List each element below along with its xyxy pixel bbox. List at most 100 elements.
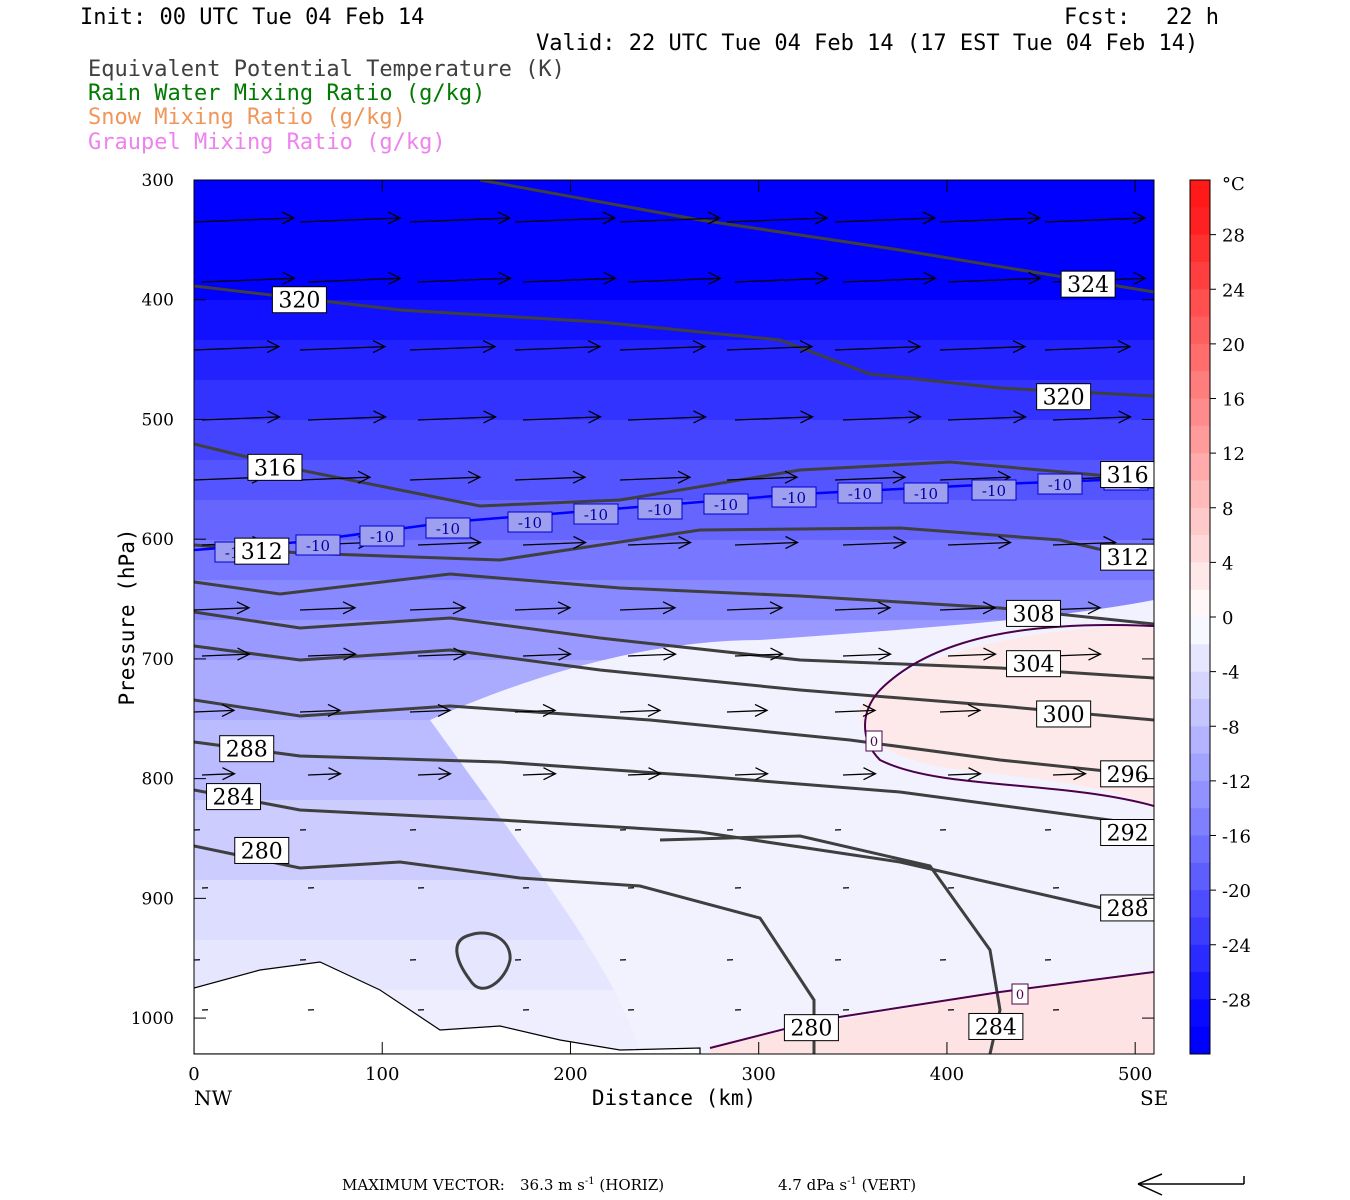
temp-label: -10 [714,496,738,514]
colorbar-tick-label: 20 [1222,335,1245,356]
colorbar-segment [1190,535,1210,563]
wind-vector [619,217,721,223]
colorbar-segment [1190,180,1210,208]
y-axis-label: Pressure (hPa) [115,528,139,705]
wind-vector [734,541,798,546]
wind-vector [201,416,280,421]
wind-vector-head [708,271,722,285]
theta-e-label-box [1100,819,1154,847]
theta-e-label: 288 [226,738,268,763]
theta-e-label: 312 [1107,546,1149,571]
wind-vector-head [785,535,799,550]
theta-e-label: 308 [1013,602,1055,627]
theta-e-contour [194,698,1154,778]
wind-vector-head [572,470,587,484]
wind-vector-head [482,340,497,354]
wind-vector [842,416,921,421]
theta-e-label: 324 [1067,273,1109,298]
wind-vector-head [770,647,784,661]
wind-vector-head [1133,271,1147,285]
theta-e-label-box [234,537,290,565]
wind-vector-head [862,703,877,717]
wind-vector-head [877,601,892,615]
wind-vector-head [692,340,707,354]
y-tick-label: 800 [142,770,174,790]
forecast-label: Fcst: [1064,5,1131,30]
temp-zero-contour-upper [864,623,1154,807]
wind-vector [417,416,496,421]
wind-vector [834,217,936,223]
wind-vector-head [1073,767,1087,781]
temp-band [194,300,1154,341]
wind-vector [409,217,511,223]
wind-vector-head [236,601,251,615]
colorbar-segment [1190,507,1210,536]
wind-vector [194,217,295,223]
temp-label: -10 [648,501,672,519]
colorbar-segment [1190,862,1210,891]
wind-vector-head [998,535,1012,550]
theta-e-label: 280 [790,1017,832,1042]
wind-vector-head [800,410,814,424]
wind-vector [834,345,921,351]
wind-vector-head [662,601,677,615]
wind-vector [939,345,1026,351]
colorbar-tick-label: -24 [1222,936,1251,957]
colorbar-segment [1190,698,1210,727]
wind-vector [834,709,876,713]
valid-time: Valid: 22 UTC Tue 04 Feb 14 (17 EST Tue … [536,31,1199,56]
x-axis-label: Distance (km) [592,1086,756,1110]
wind-vector [201,277,295,283]
temp-band [194,380,1154,421]
wind-vector [627,277,721,283]
wind-vector [947,416,1026,421]
x-tick-label: 0 [188,1064,199,1085]
wind-vector-head [1118,410,1132,424]
wind-vector [409,709,451,713]
temp-label-box [837,482,883,504]
wind-vector-head [372,340,387,354]
wind-vector-head [343,647,357,661]
wind-vector-head [707,211,722,225]
y-tick-label: 900 [142,889,174,909]
x-tick-label: 100 [365,1064,399,1085]
wind-vectors [194,211,1147,1011]
y-tick-label: 1000 [131,1009,174,1029]
wind-vector-head [799,340,814,354]
theta-e-label-box [206,783,262,811]
wind-vector-head [878,647,892,661]
wind-vector [299,607,356,611]
theta-e-label: 288 [1107,897,1149,922]
wind-vector [726,476,798,481]
y-tick-label: 300 [142,171,174,191]
wind-vector [619,476,691,481]
wind-vector-head [388,271,402,285]
wind-vector-head [497,211,512,225]
wind-vector [726,217,828,223]
temp-label-box [1037,473,1083,495]
colorbar-segment [1190,589,1210,618]
wind-vector-head [557,601,572,615]
colorbar-segment [1190,371,1210,399]
theta-e-label: 296 [1107,763,1149,788]
plot-area: -10-10-10-10-10-10-10-10-10-10-10-10-10-… [194,180,1154,1054]
temp-label-box [573,503,619,525]
wind-vector [522,541,586,546]
wind-vector-head [1013,410,1027,424]
temp-label-box [295,534,341,556]
x-tick-label: 200 [553,1064,587,1085]
x-tick-label: 500 [1118,1064,1152,1085]
theta-e-label-box [1100,543,1154,571]
wind-vector-head [967,703,982,717]
wind-vector-head [754,703,769,717]
wind-vector [522,277,616,283]
legend-theta-e: Equivalent Potential Temperature (K) [88,57,565,82]
theta-e-label: 300 [1043,703,1085,728]
colorbar-segment [1190,453,1210,481]
wind-vector [299,345,386,351]
wind-vector [842,541,906,546]
colorbar-tick-label: 12 [1222,444,1245,465]
terrain [194,961,701,1054]
theta-e-label: 304 [1013,653,1055,678]
theta-e-closed-contour [455,931,512,990]
